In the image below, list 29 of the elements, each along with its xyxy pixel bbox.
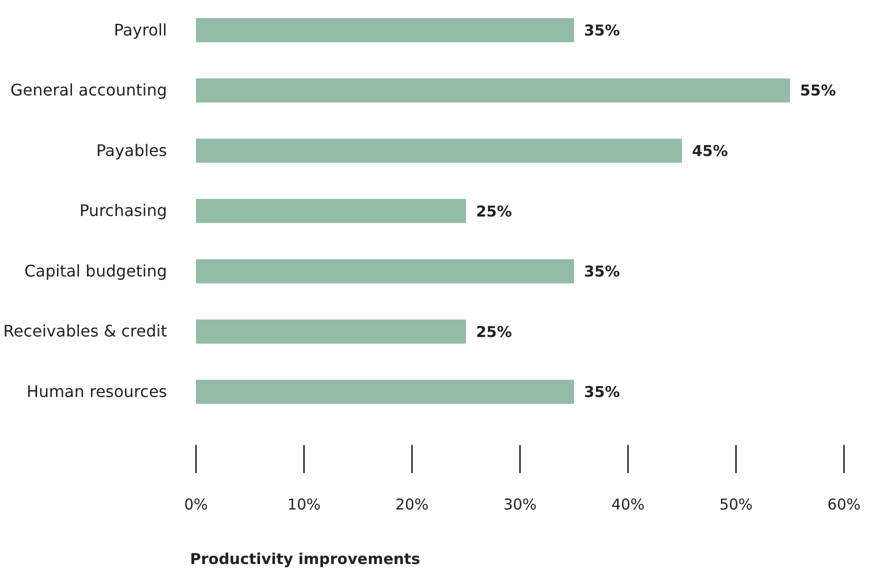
bar — [196, 78, 790, 102]
y-tick-label: Receivables & credit — [3, 322, 167, 341]
y-tick-label: Human resources — [26, 382, 167, 401]
bar — [196, 320, 466, 344]
y-tick-label: Payroll — [114, 20, 167, 40]
x-tick-label: 50% — [719, 496, 753, 514]
data-label: 35% — [584, 383, 620, 402]
x-tick-label: 20% — [395, 496, 429, 514]
x-tick-label: 10% — [287, 496, 321, 514]
bar — [196, 138, 682, 163]
bar — [196, 18, 574, 42]
bar — [196, 198, 466, 224]
x-tick-label: 0% — [184, 496, 208, 514]
y-tick-label: Payables — [96, 140, 167, 160]
y-tick-label: Capital budgeting — [24, 261, 167, 280]
x-tick-label: 60% — [827, 496, 861, 514]
x-axis-title: Productivity improvements — [190, 550, 420, 568]
data-label: 25% — [476, 202, 512, 220]
data-label: 25% — [476, 322, 512, 341]
x-tick-label: 40% — [611, 496, 645, 514]
x-tick-label: 30% — [503, 496, 537, 514]
y-tick-label: Purchasing — [79, 201, 167, 220]
data-label: 55% — [800, 82, 836, 100]
data-label: 35% — [584, 262, 620, 281]
bar — [196, 380, 574, 404]
y-tick-label: General accounting — [10, 80, 167, 100]
bar — [196, 259, 574, 284]
data-label: 45% — [692, 142, 728, 160]
data-label: 35% — [584, 21, 620, 40]
